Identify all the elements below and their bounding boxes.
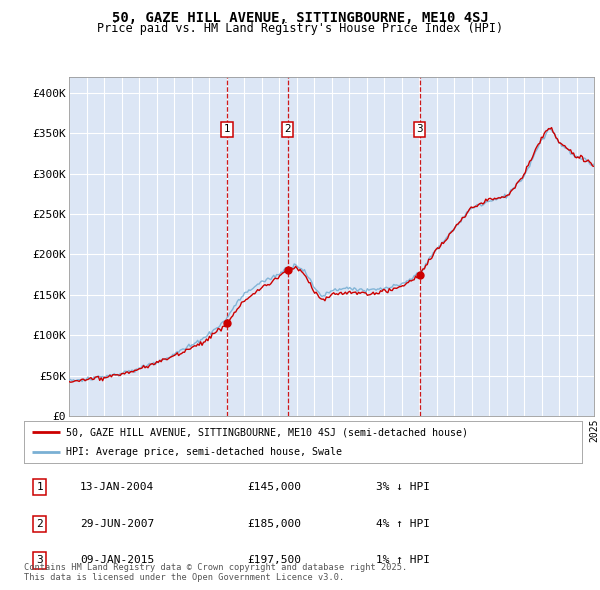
Text: 3% ↓ HPI: 3% ↓ HPI bbox=[376, 482, 430, 492]
Text: 2: 2 bbox=[36, 519, 43, 529]
Text: 50, GAZE HILL AVENUE, SITTINGBOURNE, ME10 4SJ: 50, GAZE HILL AVENUE, SITTINGBOURNE, ME1… bbox=[112, 11, 488, 25]
Text: 4% ↑ HPI: 4% ↑ HPI bbox=[376, 519, 430, 529]
Text: HPI: Average price, semi-detached house, Swale: HPI: Average price, semi-detached house,… bbox=[66, 447, 342, 457]
Text: 3: 3 bbox=[36, 555, 43, 565]
Text: 1% ↑ HPI: 1% ↑ HPI bbox=[376, 555, 430, 565]
Text: 29-JUN-2007: 29-JUN-2007 bbox=[80, 519, 154, 529]
Text: £185,000: £185,000 bbox=[247, 519, 301, 529]
Text: Contains HM Land Registry data © Crown copyright and database right 2025.
This d: Contains HM Land Registry data © Crown c… bbox=[24, 563, 407, 582]
Text: 50, GAZE HILL AVENUE, SITTINGBOURNE, ME10 4SJ (semi-detached house): 50, GAZE HILL AVENUE, SITTINGBOURNE, ME1… bbox=[66, 427, 468, 437]
Text: £145,000: £145,000 bbox=[247, 482, 301, 492]
Text: 09-JAN-2015: 09-JAN-2015 bbox=[80, 555, 154, 565]
Text: 2: 2 bbox=[284, 124, 291, 134]
Text: Price paid vs. HM Land Registry's House Price Index (HPI): Price paid vs. HM Land Registry's House … bbox=[97, 22, 503, 35]
Text: 1: 1 bbox=[36, 482, 43, 492]
Text: 13-JAN-2004: 13-JAN-2004 bbox=[80, 482, 154, 492]
Text: 3: 3 bbox=[416, 124, 423, 134]
Text: £197,500: £197,500 bbox=[247, 555, 301, 565]
Text: 1: 1 bbox=[224, 124, 230, 134]
